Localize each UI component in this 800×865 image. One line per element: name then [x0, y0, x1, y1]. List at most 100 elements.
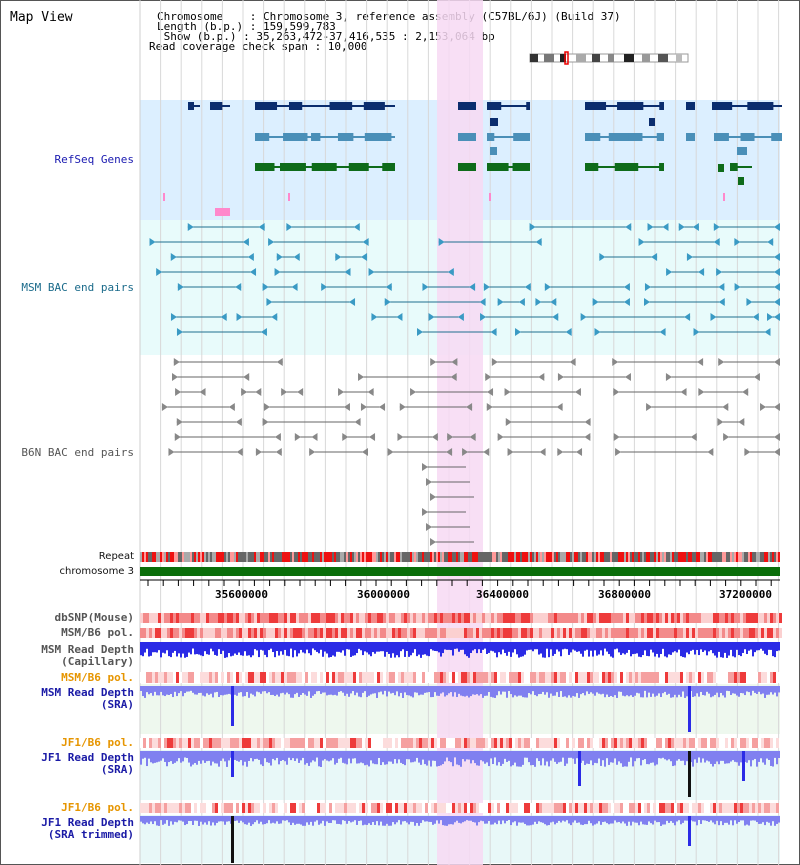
read-depth-bar	[168, 816, 170, 826]
read-depth-bar	[592, 686, 594, 694]
track-label-jf1-depth-sra[interactable]: JF1 Read Depth	[41, 751, 134, 764]
read-depth-bar	[202, 686, 204, 696]
bac-end-marker	[666, 268, 673, 276]
polymorphism-cell	[569, 613, 572, 623]
bac-end-marker	[752, 313, 759, 321]
read-depth-bar	[584, 642, 586, 651]
polymorphism-cell	[533, 738, 536, 748]
polymorphism-cell	[332, 803, 335, 813]
polymorphism-cell	[665, 738, 668, 748]
repeat-segment	[480, 552, 482, 562]
track-label-msm-b6-pol-2[interactable]: MSM/B6 pol.	[61, 671, 134, 684]
gene-exon	[737, 147, 747, 155]
polymorphism-cell	[599, 803, 602, 813]
repeat-segment	[338, 552, 340, 562]
repeat-segment	[696, 552, 698, 562]
polymorphism-cell	[179, 628, 182, 638]
polymorphism-cell	[641, 613, 644, 623]
read-depth-bar	[702, 816, 704, 821]
polymorphism-cell	[302, 628, 305, 638]
read-depth-bar	[540, 686, 542, 694]
read-depth-bar	[146, 751, 148, 767]
gene-exon	[656, 133, 664, 141]
polymorphism-cell	[611, 613, 614, 623]
polymorphism-cell	[647, 628, 650, 638]
polymorphism-cell	[416, 672, 419, 683]
polymorphism-cell	[455, 803, 458, 813]
track-label-msm-depth-cap[interactable]: MSM Read Depth	[41, 643, 134, 656]
polymorphism-cell	[602, 738, 605, 748]
read-depth-bar	[772, 686, 774, 695]
bac-end-marker	[396, 313, 403, 321]
bac-end-marker	[457, 313, 464, 321]
bac-end-marker	[447, 268, 454, 276]
polymorphism-cell	[701, 738, 704, 748]
polymorphism-cell	[227, 672, 230, 683]
track-label-msm-b6-pol[interactable]: MSM/B6 pol.	[61, 626, 134, 639]
read-depth-bar	[360, 816, 362, 821]
polymorphism-cell	[200, 628, 203, 638]
polymorphism-cell	[647, 613, 650, 623]
polymorphism-cell	[215, 738, 218, 748]
read-depth-bar	[514, 816, 516, 822]
read-depth-bar	[372, 642, 374, 653]
polymorphism-cell	[293, 628, 296, 638]
polymorphism-cell	[173, 672, 176, 683]
read-depth-bar	[762, 686, 764, 694]
read-depth-bar	[540, 642, 542, 654]
polymorphism-cell	[587, 613, 590, 623]
read-depth-bar	[728, 642, 730, 656]
track-label-jf1-b6-pol-2[interactable]: JF1/B6 pol.	[61, 801, 134, 814]
read-depth-bar	[180, 816, 182, 821]
polymorphism-cell	[446, 738, 449, 748]
polymorphism-cell	[371, 738, 374, 748]
read-depth-bar	[352, 686, 354, 692]
repeat-segment	[490, 552, 492, 562]
read-depth-bar	[222, 642, 224, 651]
read-depth-bar	[182, 686, 184, 697]
polymorphism-cell	[299, 803, 302, 813]
polymorphism-cell	[761, 803, 764, 813]
bac-end-marker	[504, 388, 511, 396]
read-depth-bar	[518, 642, 520, 658]
read-depth-bar	[194, 686, 196, 695]
polymorphism-cell	[485, 738, 488, 748]
polymorphism-cell	[698, 803, 701, 813]
polymorphism-cell	[524, 738, 527, 748]
read-depth-bar	[488, 751, 490, 767]
polymorphism-cell	[455, 628, 458, 638]
track-label-jf1-b6-pol[interactable]: JF1/B6 pol.	[61, 736, 134, 749]
track-label-b6n-bac[interactable]: B6N BAC end pairs	[21, 446, 134, 459]
polymorphism-cell	[329, 672, 332, 683]
polymorphism-cell	[653, 628, 656, 638]
repeat-segment	[512, 552, 514, 562]
bac-end-marker	[529, 223, 536, 231]
polymorphism-cell	[449, 738, 452, 748]
track-label-dbsnp[interactable]: dbSNP(Mouse)	[54, 611, 134, 624]
track-label-jf1-depth-trim-sub: (SRA trimmed)	[47, 828, 134, 841]
track-label-msm-bac[interactable]: MSM BAC end pairs	[21, 281, 134, 294]
repeat-segment	[146, 552, 148, 562]
read-depth-bar	[546, 642, 548, 649]
read-depth-bar	[242, 686, 244, 697]
polymorphism-cell	[530, 738, 533, 748]
repeat-segment	[206, 552, 208, 562]
track-label-refseq[interactable]: RefSeq Genes	[54, 153, 134, 166]
read-depth-bar	[490, 642, 492, 651]
read-depth-bar	[478, 816, 480, 823]
read-depth-bar	[458, 642, 460, 652]
read-depth-bar	[444, 751, 446, 762]
polymorphism-cell	[464, 613, 467, 623]
polymorphism-cell	[377, 803, 380, 813]
repeat-segment	[352, 552, 354, 562]
polymorphism-cell	[512, 738, 515, 748]
repeat-segment	[770, 552, 772, 562]
polymorphism-cell	[527, 803, 530, 813]
polymorphism-cell	[545, 613, 548, 623]
track-label-msm-depth-sra[interactable]: MSM Read Depth	[41, 686, 134, 699]
repeat-segment	[500, 552, 502, 562]
read-depth-bar	[594, 642, 596, 651]
polymorphism-cell	[350, 613, 353, 623]
track-label-jf1-depth-trim[interactable]: JF1 Read Depth	[41, 816, 134, 829]
